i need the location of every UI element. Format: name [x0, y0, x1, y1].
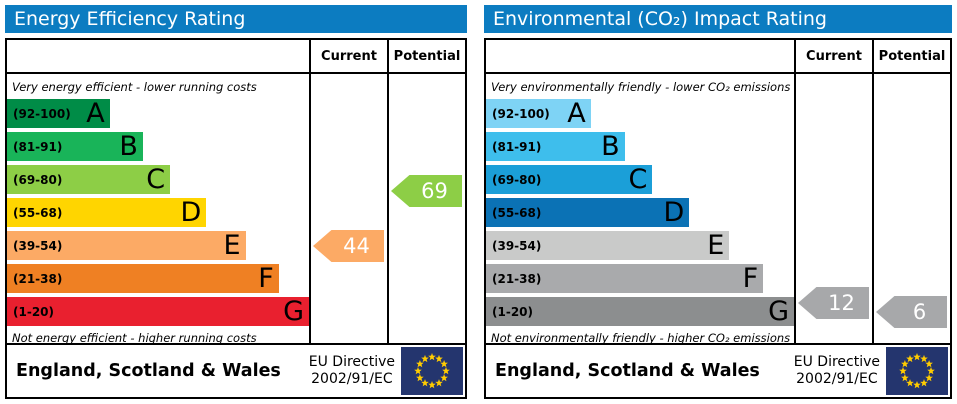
bottom-note: Not energy efficient - higher running co…	[12, 330, 257, 344]
eu-directive-label: EU Directive 2002/91/EC	[794, 354, 880, 388]
eu-directive-line2: 2002/91/EC	[311, 371, 393, 387]
panel-title-bar: Environmental (CO₂) Impact Rating	[484, 5, 952, 33]
band-letter: G	[768, 296, 789, 327]
band-c: (69-80) C	[486, 164, 653, 195]
rating-table: Current Potential Very environmentally f…	[484, 38, 952, 399]
potential-column-header: Potential	[872, 40, 950, 74]
band-letter: A	[86, 98, 105, 129]
region-label: England, Scotland & Wales	[16, 361, 281, 381]
band-f: (21-38) F	[7, 264, 279, 293]
potential-column: 69	[387, 74, 465, 343]
band-range-label: (21-38)	[492, 271, 542, 286]
potential-rating-arrow: 69	[391, 175, 462, 207]
band-range-label: (69-80)	[492, 172, 542, 187]
band-e: (39-54) E	[7, 231, 246, 260]
band-range-label: (21-38)	[13, 271, 63, 286]
eu-flag-icon	[886, 347, 948, 395]
potential-rating-value: 6	[912, 300, 927, 324]
current-rating-arrow: 44	[313, 230, 384, 262]
band-letter: E	[223, 230, 241, 261]
band-e: (39-54) E	[486, 230, 730, 261]
current-rating-value: 12	[828, 291, 855, 315]
band-d: (55-68) D	[7, 197, 207, 228]
band-letter: A	[567, 98, 586, 129]
potential-rating-arrow: 6	[876, 296, 947, 328]
potential-column-header: Potential	[387, 40, 465, 74]
eu-directive-line1: EU Directive	[793, 354, 880, 371]
band-range-label: (92-100)	[13, 106, 71, 121]
band-letter: C	[146, 164, 166, 195]
band-range-label: (55-68)	[13, 205, 63, 220]
co2-impact-panel: Environmental (CO₂) Impact Rating Curren…	[484, 5, 952, 399]
panel-title: Environmental (CO₂) Impact Rating	[493, 8, 827, 30]
current-column: 12	[794, 74, 872, 343]
band-range-label: (81-91)	[492, 139, 542, 154]
current-column-header: Current	[794, 40, 872, 74]
band-range-label: (55-68)	[492, 205, 542, 220]
bands-area: Very environmentally friendly - lower CO…	[486, 74, 794, 343]
band-letter: D	[663, 197, 685, 228]
eu-flag-icon	[401, 347, 463, 395]
band-range-label: (1-20)	[13, 304, 54, 319]
eu-directive-line1: EU Directive	[308, 354, 395, 371]
band-letter: B	[601, 131, 620, 162]
table-footer: England, Scotland & Wales EU Directive 2…	[486, 343, 950, 397]
band-range-label: (81-91)	[13, 139, 63, 154]
band-d: (55-68) D	[486, 197, 690, 228]
band-a: (92-100) A	[7, 99, 110, 128]
band-range-label: (1-20)	[492, 304, 533, 319]
band-letter: E	[707, 230, 725, 261]
band-range-label: (39-54)	[492, 238, 542, 253]
band-c: (69-80) C	[7, 164, 171, 195]
current-column: 44	[309, 74, 387, 343]
band-range-label: (92-100)	[492, 106, 550, 121]
band-letter: G	[283, 296, 304, 327]
panel-title: Energy Efficiency Rating	[14, 8, 246, 30]
potential-column: 6	[872, 74, 950, 343]
band-letter: F	[742, 263, 759, 294]
rating-table: Current Potential Very energy efficient …	[5, 38, 467, 399]
bands-area: Very energy efficient - lower running co…	[7, 74, 309, 343]
band-range-label: (69-80)	[13, 172, 63, 187]
potential-rating-value: 69	[421, 179, 448, 203]
top-note: Very energy efficient - lower running co…	[12, 79, 257, 94]
band-b: (81-91) B	[7, 132, 143, 161]
band-letter: B	[119, 131, 138, 162]
band-letter: D	[180, 197, 202, 228]
table-corner-cell	[486, 40, 794, 74]
eu-directive-line2: 2002/91/EC	[796, 371, 878, 387]
panel-title-bar: Energy Efficiency Rating	[5, 5, 467, 33]
band-g: (1-20) G	[7, 297, 309, 326]
energy-efficiency-panel: Energy Efficiency Rating Current Potenti…	[5, 5, 467, 399]
top-note: Very environmentally friendly - lower CO…	[491, 79, 791, 94]
band-a: (92-100) A	[486, 99, 591, 128]
current-rating-value: 44	[343, 234, 370, 258]
region-label: England, Scotland & Wales	[495, 361, 760, 381]
bottom-note: Not environmentally friendly - higher CO…	[491, 330, 791, 344]
band-range-label: (39-54)	[13, 238, 63, 253]
table-corner-cell	[7, 40, 309, 74]
band-letter: C	[628, 164, 648, 195]
eu-directive-label: EU Directive 2002/91/EC	[309, 354, 395, 388]
band-letter: F	[258, 263, 274, 294]
band-b: (81-91) B	[486, 132, 625, 161]
band-f: (21-38) F	[486, 263, 764, 294]
current-rating-arrow: 12	[798, 287, 869, 319]
table-footer: England, Scotland & Wales EU Directive 2…	[7, 343, 465, 397]
band-g: (1-20) G	[486, 297, 794, 326]
current-column-header: Current	[309, 40, 387, 74]
